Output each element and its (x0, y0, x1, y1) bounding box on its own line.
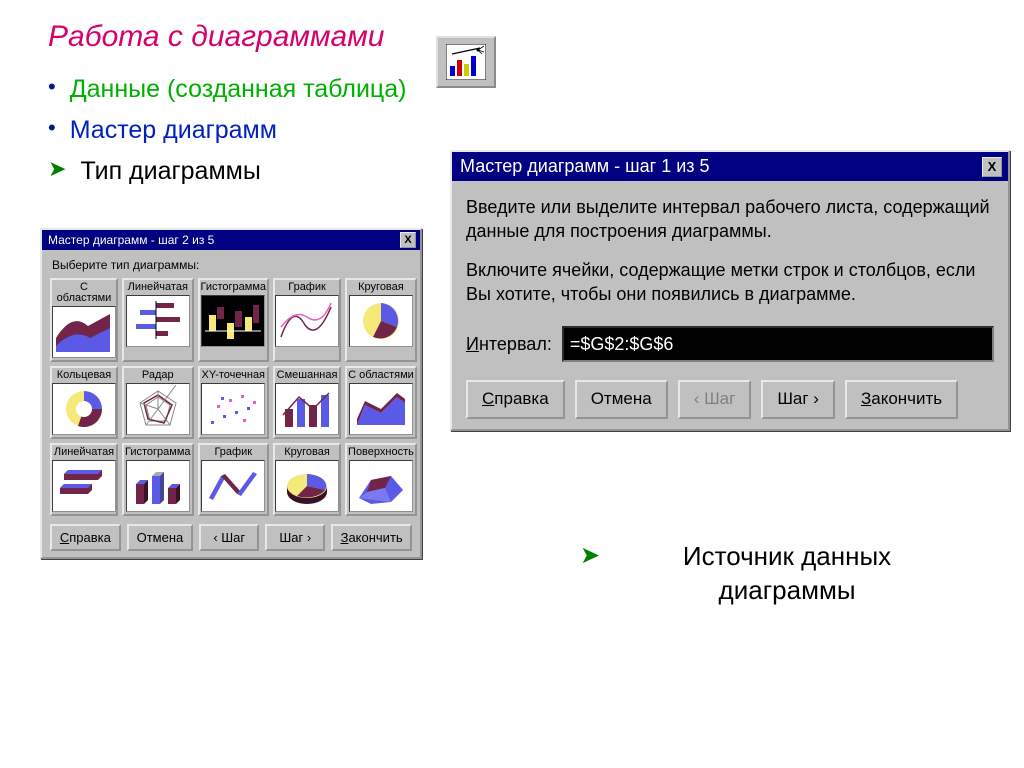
chart-type-thumb (349, 295, 413, 347)
chart-type-label: Радар (141, 368, 175, 383)
chart-type-label: Круговая (283, 445, 331, 460)
chart-type-label: График (213, 445, 253, 460)
chart-type-cell[interactable]: XY-точечная (198, 366, 270, 439)
source-note-text: Источник данных диаграммы (614, 540, 960, 608)
chart-type-label: Смешанная (276, 368, 339, 383)
chart-type-cell[interactable]: Линейчатая (50, 443, 118, 516)
chart-type-thumb (275, 295, 339, 347)
bullet-text: Данные (созданная таблица) (70, 70, 407, 109)
bullet-text: Тип диаграммы (80, 152, 260, 191)
dialog-title: Мастер диаграмм - шаг 1 из 5 (460, 156, 710, 177)
back-button[interactable]: ‹ Шаг (678, 380, 752, 419)
chart-type-cell[interactable]: Смешанная (273, 366, 341, 439)
chart-type-cell[interactable]: С областями (50, 278, 118, 362)
chart-type-thumb (126, 295, 190, 347)
help-button[interactable]: Справка (50, 524, 121, 551)
chart-type-thumb (201, 383, 265, 435)
cancel-button[interactable]: Отмена (575, 380, 668, 419)
chart-type-label: Гистограмма (200, 280, 268, 295)
chart-type-thumb (201, 295, 265, 347)
bullet-item: ➤ Тип диаграммы (48, 152, 406, 191)
chart-type-thumb (349, 460, 413, 512)
chart-type-cell[interactable]: График (198, 443, 270, 516)
cancel-button[interactable]: Отмена (127, 524, 194, 551)
chart-type-cell[interactable]: С областями (345, 366, 417, 439)
chart-type-cell[interactable]: Гистограмма (122, 443, 194, 516)
chart-type-thumb (275, 383, 339, 435)
back-button[interactable]: ‹ Шаг (199, 524, 259, 551)
next-button[interactable]: Шаг › (761, 380, 835, 419)
dialog-prompt: Выберите тип диаграммы: (52, 258, 412, 272)
chart-type-grid: С областями Линейчатая Гистограмма (50, 278, 412, 516)
wizard-step1-dialog: Мастер диаграмм - шаг 1 из 5 X Введите и… (450, 150, 1010, 431)
close-button[interactable]: X (400, 232, 416, 248)
chart-type-cell[interactable]: Гистограмма (198, 278, 270, 362)
chart-type-cell[interactable]: Кольцевая (50, 366, 118, 439)
chart-type-label: График (287, 280, 327, 295)
bullet-marker-arrow: ➤ (48, 156, 66, 182)
bullet-marker-dot: • (48, 74, 56, 100)
bullet-marker-arrow: ➤ (580, 542, 600, 571)
chart-type-thumb (349, 383, 413, 435)
help-button[interactable]: Справка (466, 380, 565, 419)
slide-title: Работа с диаграммами (48, 20, 384, 54)
chart-type-label: Кольцевая (56, 368, 113, 383)
chart-type-cell[interactable]: Линейчатая (122, 278, 194, 362)
interval-label: Интервал: (466, 332, 552, 356)
chart-type-cell[interactable]: График (273, 278, 341, 362)
next-button[interactable]: Шаг › (265, 524, 325, 551)
chart-type-label: Линейчатая (127, 280, 189, 295)
chart-type-thumb (201, 460, 265, 512)
bullet-text: Мастер диаграмм (70, 111, 277, 150)
chart-type-label: Гистограмма (124, 445, 192, 460)
bullet-marker-dot: • (48, 115, 56, 141)
chart-type-label: Линейчатая (53, 445, 115, 460)
chart-type-label: С областями (52, 280, 116, 306)
chart-type-thumb (275, 460, 339, 512)
chart-type-label: Круговая (357, 280, 405, 295)
chart-type-cell[interactable]: Поверхность (345, 443, 417, 516)
finish-button[interactable]: Закончить (331, 524, 412, 551)
chart-type-cell[interactable]: Круговая (345, 278, 417, 362)
bullet-item: • Данные (созданная таблица) (48, 70, 406, 109)
chart-type-thumb (126, 460, 190, 512)
bullet-list: • Данные (созданная таблица) • Мастер ди… (48, 68, 406, 192)
chart-type-label: Поверхность (347, 445, 415, 460)
bullet-item: • Мастер диаграмм (48, 111, 406, 150)
dialog-text: Введите или выделите интервал рабочего л… (466, 195, 994, 244)
chart-type-thumb (126, 383, 190, 435)
chart-wizard-icon[interactable] (436, 36, 496, 88)
dialog-titlebar: Мастер диаграмм - шаг 2 из 5 X (42, 230, 420, 250)
dialog-title: Мастер диаграмм - шаг 2 из 5 (48, 233, 214, 247)
dialog-text: Включите ячейки, содержащие метки строк … (466, 258, 994, 307)
chart-type-label: С областями (347, 368, 415, 383)
chart-type-cell[interactable]: Круговая (273, 443, 341, 516)
chart-type-label: XY-точечная (201, 368, 266, 383)
wizard-step2-dialog: Мастер диаграмм - шаг 2 из 5 X Выберите … (40, 228, 422, 559)
dialog-titlebar: Мастер диаграмм - шаг 1 из 5 X (452, 152, 1008, 181)
chart-type-thumb (52, 460, 116, 512)
finish-button[interactable]: Закончить (845, 380, 958, 419)
chart-type-cell[interactable]: Радар (122, 366, 194, 439)
close-button[interactable]: X (982, 157, 1002, 177)
chart-type-thumb (52, 306, 116, 358)
chart-type-thumb (52, 383, 116, 435)
interval-input[interactable]: =$G$2:$G$6 (562, 326, 994, 362)
source-note: ➤ Источник данных диаграммы (580, 540, 960, 608)
